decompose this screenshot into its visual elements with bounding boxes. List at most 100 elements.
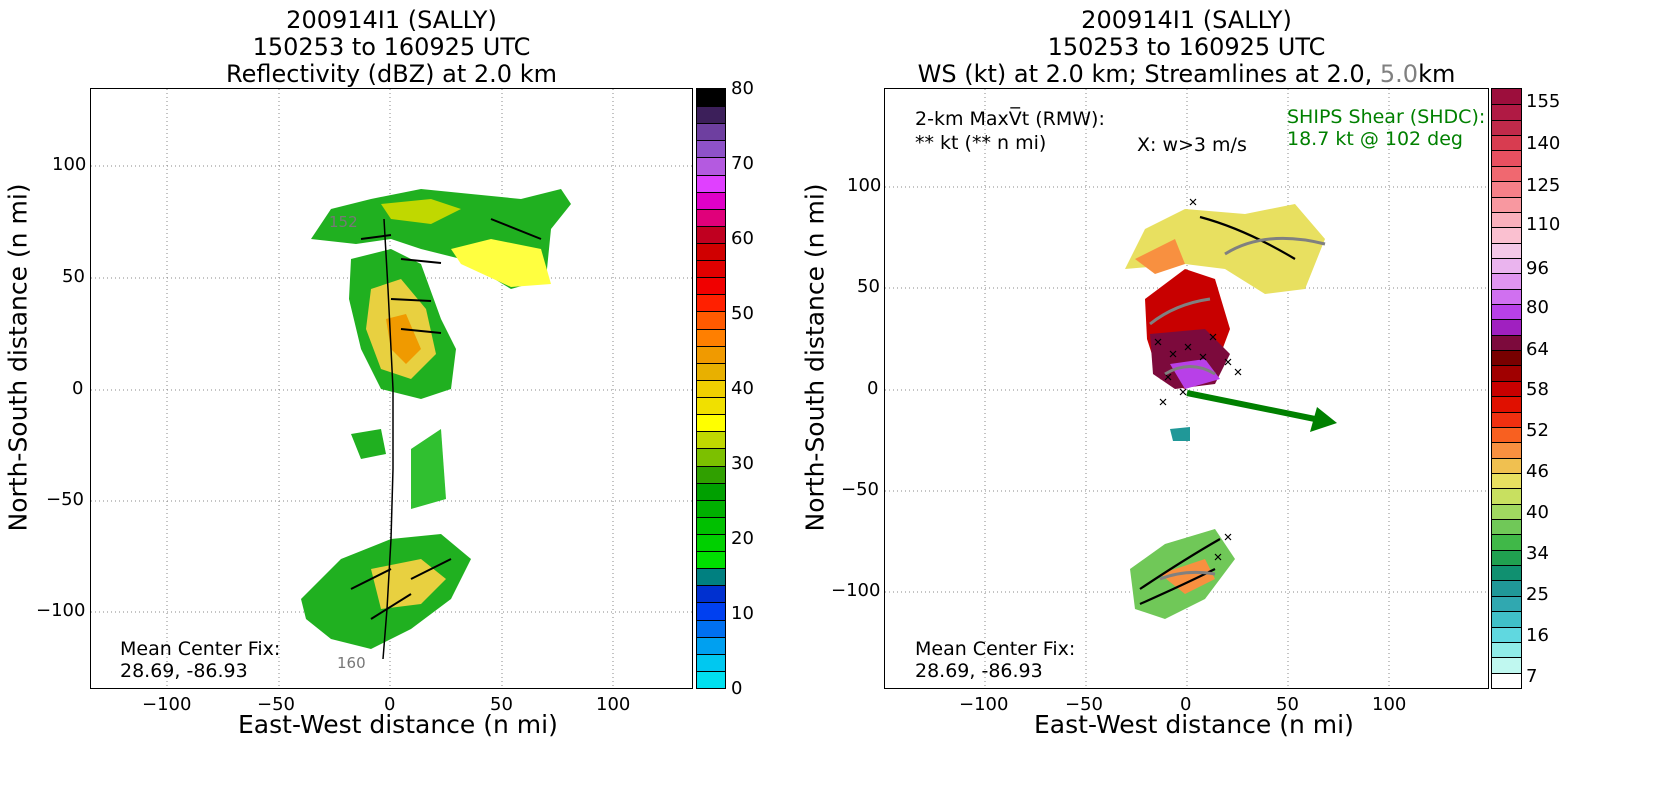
left-colorbar-segment bbox=[697, 311, 725, 330]
left-echo-north-mid bbox=[381, 199, 461, 224]
left-colorbar-segment bbox=[697, 653, 725, 672]
left-colorbar-segment bbox=[697, 499, 725, 518]
left-colorbar-segment bbox=[697, 568, 725, 587]
left-colorbar-segment bbox=[697, 345, 725, 364]
right-maxvt-label: 2-km MaxV̅t (RMW): bbox=[915, 108, 1105, 130]
right-title-line3-prefix: WS (kt) at 2.0 km; Streamlines at 2.0, bbox=[917, 60, 1373, 88]
left-ytick-0: 0 bbox=[72, 378, 84, 399]
right-cbar-label-80: 80 bbox=[1526, 297, 1549, 318]
right-streamlines-5km bbox=[1149, 236, 1326, 581]
left-ytick-50: 50 bbox=[62, 266, 85, 287]
left-colorbar-segment bbox=[697, 89, 725, 108]
right-colorbar-segment bbox=[1492, 181, 1521, 198]
right-colorbar-segment bbox=[1492, 257, 1521, 275]
right-plot-area: 2-km MaxV̅t (RMW): ** kt (** n mi) X: w>… bbox=[884, 88, 1489, 689]
right-cbar-label-52: 52 bbox=[1526, 420, 1549, 441]
left-colorbar-segment bbox=[697, 636, 725, 655]
right-colorbar-segment bbox=[1492, 519, 1521, 536]
left-ylabel: North-South distance (n mi) bbox=[3, 183, 33, 532]
right-ws-north-orange bbox=[1135, 239, 1185, 274]
left-colorbar-segment bbox=[697, 362, 725, 381]
left-colorbar-segment bbox=[697, 397, 725, 416]
right-colorbar-segment bbox=[1492, 565, 1521, 582]
left-colorbar-segment bbox=[697, 191, 725, 210]
left-ytick-100: 100 bbox=[52, 154, 87, 175]
right-colorbar-segment bbox=[1492, 672, 1521, 688]
right-colorbar-segment bbox=[1492, 150, 1521, 167]
left-colorbar-segment bbox=[697, 585, 725, 604]
left-cbar-label-20: 20 bbox=[731, 528, 754, 549]
right-ytick-m100: −100 bbox=[831, 580, 881, 601]
left-panel: 200914I1 (SALLY) 150253 to 160925 UTC Re… bbox=[3, 6, 754, 739]
right-maxvt-value: ** kt (** n mi) bbox=[915, 132, 1047, 154]
right-ships-label: SHIPS Shear (SHDC): bbox=[1287, 106, 1486, 128]
right-colorbar-segment bbox=[1492, 211, 1521, 229]
left-grid bbox=[91, 89, 692, 688]
left-wind-barbs bbox=[350, 218, 542, 620]
left-cbar-label-60: 60 bbox=[731, 228, 754, 249]
right-colorbar-segment bbox=[1492, 350, 1521, 367]
right-title-line3: WS (kt) at 2.0 km; Streamlines at 2.0, 5… bbox=[884, 60, 1489, 89]
left-colorbar-segment bbox=[697, 670, 725, 688]
left-colorbar-segment bbox=[697, 619, 725, 638]
right-ships-value: 18.7 kt @ 102 deg bbox=[1287, 128, 1463, 150]
right-colorbar-segment bbox=[1492, 457, 1521, 474]
left-colorbar-segment bbox=[697, 140, 725, 159]
left-colorbar-segment bbox=[697, 533, 725, 553]
right-colorbar-segment bbox=[1492, 503, 1521, 521]
right-cbar-label-46: 46 bbox=[1526, 461, 1549, 482]
left-xtick-0: 0 bbox=[384, 694, 396, 715]
right-ws-cell bbox=[1170, 427, 1190, 441]
right-colorbar-segment bbox=[1492, 611, 1521, 628]
left-track-label-top: 152 bbox=[329, 213, 358, 231]
right-cbar-label-96: 96 bbox=[1526, 258, 1549, 279]
right-colorbar-segment bbox=[1492, 488, 1521, 505]
right-title-line1: 200914I1 (SALLY) bbox=[1081, 6, 1292, 34]
right-colorbar-segment bbox=[1492, 426, 1521, 444]
right-xtick-50: 50 bbox=[1276, 694, 1299, 715]
right-ylabel: North-South distance (n mi) bbox=[800, 183, 830, 532]
right-colorbar-segment bbox=[1492, 442, 1521, 459]
right-xtick-0: 0 bbox=[1180, 694, 1192, 715]
right-cbar-label-34: 34 bbox=[1526, 543, 1549, 564]
right-colorbar-segment bbox=[1492, 549, 1521, 567]
left-xtick-50: 50 bbox=[490, 694, 513, 715]
left-colorbar-segment bbox=[697, 465, 725, 484]
right-colorbar-segment bbox=[1492, 380, 1521, 398]
left-colorbar-segment bbox=[697, 277, 725, 296]
left-cbar-label-70: 70 bbox=[731, 153, 754, 174]
left-colorbar-segment bbox=[697, 516, 725, 535]
right-cbar-label-58: 58 bbox=[1526, 379, 1549, 400]
right-xtick-100: 100 bbox=[1372, 694, 1407, 715]
left-storm-track bbox=[382, 218, 394, 660]
right-colorbar-segment bbox=[1492, 242, 1521, 259]
left-colorbar-segment bbox=[697, 379, 725, 399]
right-colorbar-segment bbox=[1492, 227, 1521, 244]
right-colorbar-segment bbox=[1492, 626, 1521, 643]
right-cbar-label-40: 40 bbox=[1526, 502, 1549, 523]
left-colorbar-segment bbox=[697, 551, 725, 570]
left-xtick-m100: −100 bbox=[142, 694, 192, 715]
right-colorbar-segment bbox=[1492, 273, 1521, 290]
left-colorbar-segment bbox=[697, 482, 725, 501]
left-cbar-label-40: 40 bbox=[731, 378, 754, 399]
right-colorbar-segment bbox=[1492, 396, 1521, 413]
right-updraft-marks bbox=[1154, 198, 1242, 561]
left-title-line1: 200914I1 (SALLY) bbox=[286, 6, 497, 34]
left-colorbar-segment bbox=[697, 208, 725, 227]
right-colorbar-segment bbox=[1492, 135, 1521, 152]
right-colorbar bbox=[1491, 88, 1522, 689]
right-colorbar-segment bbox=[1492, 165, 1521, 183]
right-colorbar-segment bbox=[1492, 334, 1521, 352]
right-grid bbox=[885, 89, 1488, 688]
right-title-line2: 150253 to 160925 UTC bbox=[1047, 33, 1326, 61]
left-colorbar-segment bbox=[697, 448, 725, 467]
right-colorbar-segment bbox=[1492, 534, 1521, 551]
right-cbar-label-7: 7 bbox=[1526, 666, 1538, 687]
left-plot-area: 152 160 Mean Center Fix: 28.69, -86.93 bbox=[90, 88, 693, 689]
left-title-line2: 150253 to 160925 UTC bbox=[252, 33, 531, 61]
right-colorbar-segment bbox=[1492, 319, 1521, 336]
right-cbar-label-16: 16 bbox=[1526, 625, 1549, 646]
right-ytick-50: 50 bbox=[857, 276, 880, 297]
right-colorbar-segment bbox=[1492, 89, 1521, 106]
